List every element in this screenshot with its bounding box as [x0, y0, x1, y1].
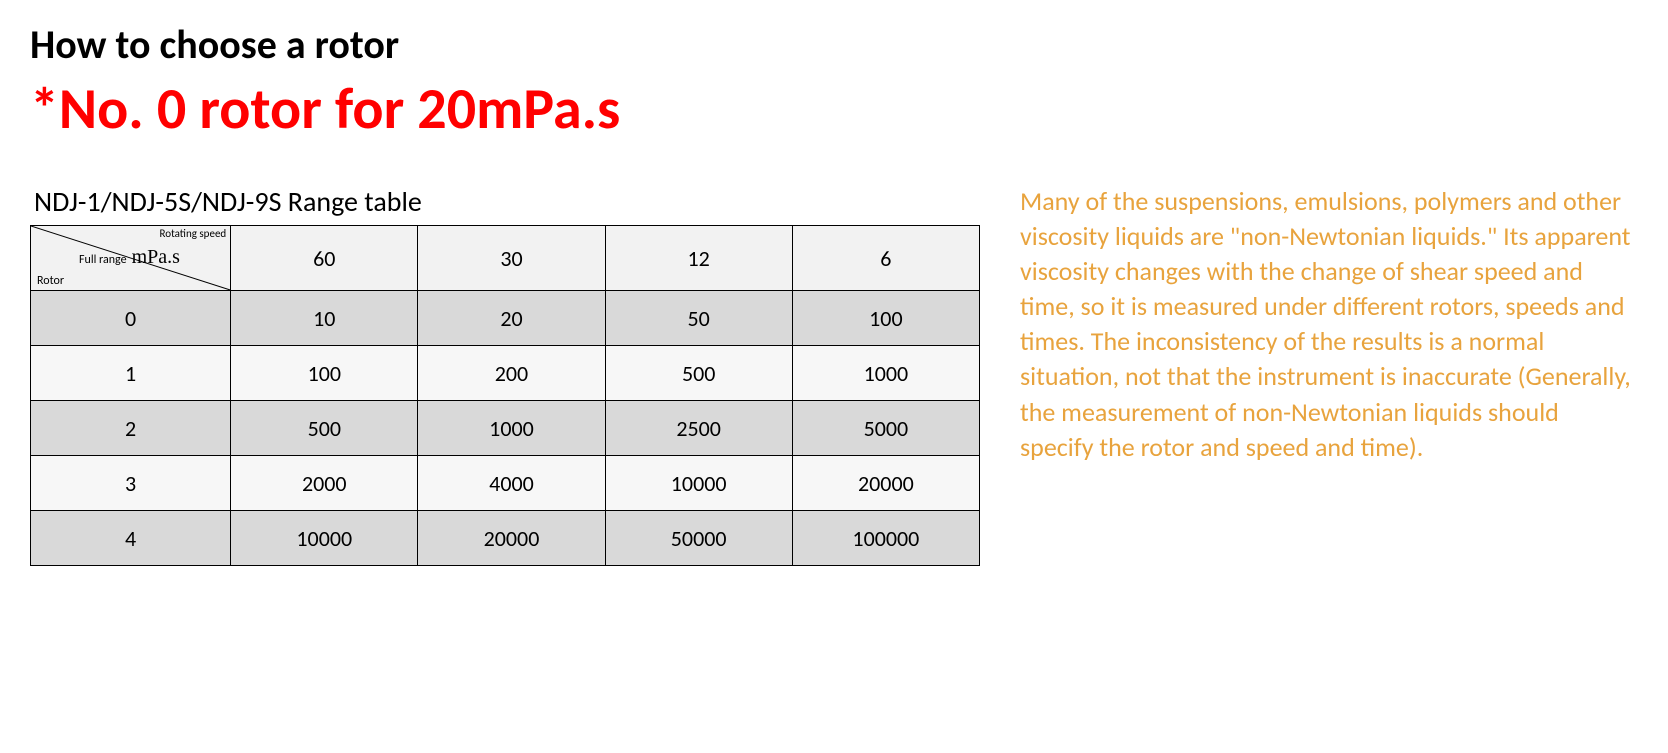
- table-row: 3200040001000020000: [31, 456, 980, 511]
- value-cell: 100: [231, 346, 418, 401]
- subtitle: *No. 0 rotor for 20mPa.s: [30, 73, 1638, 144]
- table-body: 0102050100110020050010002500100025005000…: [31, 291, 980, 566]
- speed-col-6: 6: [792, 226, 979, 291]
- corner-label-mpas: mPa.s: [132, 246, 180, 268]
- value-cell: 500: [605, 346, 792, 401]
- rotor-cell: 4: [31, 511, 231, 566]
- table-header-row: Rotating speed Full range mPa.s Rotor 60…: [31, 226, 980, 291]
- value-cell: 1000: [792, 346, 979, 401]
- corner-label-speed: Rotating speed: [160, 228, 227, 240]
- corner-label-fullrange: Full range: [79, 253, 127, 267]
- corner-label-unit: Full range mPa.s: [79, 246, 180, 269]
- content-row: NDJ-1/NDJ-5S/NDJ-9S Range table Rotating…: [30, 184, 1638, 566]
- value-cell: 10000: [231, 511, 418, 566]
- table-row: 0102050100: [31, 291, 980, 346]
- range-table: Rotating speed Full range mPa.s Rotor 60…: [30, 225, 980, 566]
- table-title-bold: Range table: [288, 184, 422, 219]
- value-cell: 500: [231, 401, 418, 456]
- value-cell: 100000: [792, 511, 979, 566]
- rotor-cell: 2: [31, 401, 231, 456]
- value-cell: 2000: [231, 456, 418, 511]
- page-title: How to choose a rotor: [30, 20, 1638, 69]
- value-cell: 20000: [418, 511, 605, 566]
- value-cell: 100: [792, 291, 979, 346]
- value-cell: 20: [418, 291, 605, 346]
- value-cell: 10000: [605, 456, 792, 511]
- value-cell: 200: [418, 346, 605, 401]
- value-cell: 5000: [792, 401, 979, 456]
- value-cell: 4000: [418, 456, 605, 511]
- speed-col-60: 60: [231, 226, 418, 291]
- rotor-cell: 0: [31, 291, 231, 346]
- value-cell: 10: [231, 291, 418, 346]
- table-row: 11002005001000: [31, 346, 980, 401]
- value-cell: 50: [605, 291, 792, 346]
- rotor-cell: 3: [31, 456, 231, 511]
- value-cell: 50000: [605, 511, 792, 566]
- value-cell: 2500: [605, 401, 792, 456]
- value-cell: 20000: [792, 456, 979, 511]
- table-row: 4100002000050000100000: [31, 511, 980, 566]
- speed-col-30: 30: [418, 226, 605, 291]
- rotor-cell: 1: [31, 346, 231, 401]
- speed-col-12: 12: [605, 226, 792, 291]
- table-row: 2500100025005000: [31, 401, 980, 456]
- table-title: NDJ-1/NDJ-5S/NDJ-9S Range table: [34, 184, 980, 219]
- note-text: Many of the suspensions, emulsions, poly…: [1020, 184, 1638, 465]
- corner-label-rotor: Rotor: [37, 274, 64, 288]
- table-section: NDJ-1/NDJ-5S/NDJ-9S Range table Rotating…: [30, 184, 980, 566]
- note-section: Many of the suspensions, emulsions, poly…: [1020, 184, 1638, 465]
- corner-cell: Rotating speed Full range mPa.s Rotor: [31, 226, 231, 291]
- table-title-prefix: NDJ-1/NDJ-5S/NDJ-9S: [34, 184, 288, 219]
- value-cell: 1000: [418, 401, 605, 456]
